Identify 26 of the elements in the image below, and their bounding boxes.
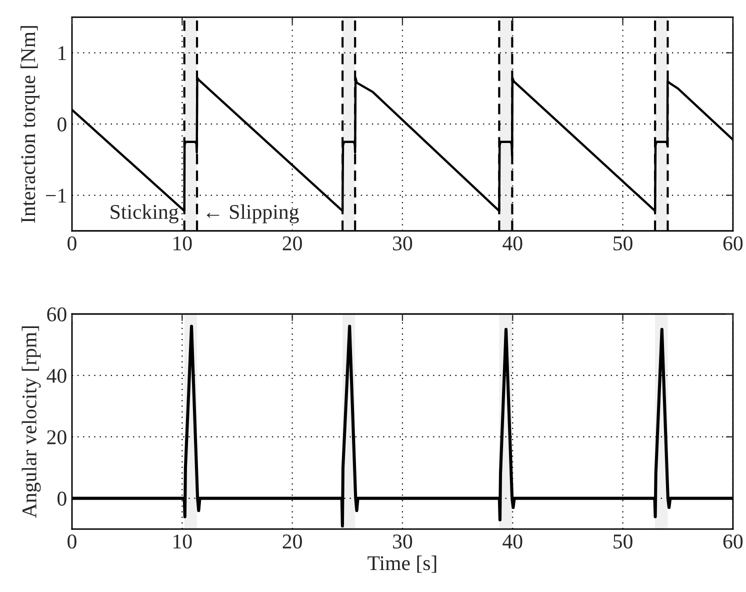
- x-tick-label: 0: [68, 236, 76, 250]
- x-tick-label: 10: [174, 236, 192, 250]
- annotation: ← Slipping: [206, 204, 299, 224]
- x-tick-label: 50: [614, 534, 632, 549]
- y-tick-label: 60: [47, 307, 66, 322]
- x-axis-title: Time [s]: [368, 556, 436, 573]
- x-tick-label: 30: [393, 534, 412, 549]
- y-axis-title: Interaction torque [Nm]: [20, 26, 40, 223]
- y-axis-title: Angular velocity [rpm]: [22, 326, 41, 518]
- x-tick-label: 60: [723, 534, 743, 549]
- y-tick-label: 40: [46, 368, 66, 383]
- x-tick-label: 10: [174, 534, 192, 549]
- x-tick-label: 40: [502, 534, 522, 549]
- y-tick-label: 0: [58, 492, 66, 506]
- y-tick-label: 20: [47, 430, 66, 444]
- x-tick-label: 30: [393, 236, 412, 250]
- x-tick-label: 20: [282, 236, 302, 250]
- x-tick-label: 20: [282, 534, 302, 549]
- y-tick-label: 0: [58, 117, 66, 132]
- y-tick-label: −1: [46, 188, 66, 202]
- x-tick-label: 0: [68, 534, 76, 549]
- x-tick-label: 40: [502, 236, 522, 250]
- x-tick-label: 60: [723, 236, 743, 250]
- annotation: Sticking: [110, 204, 178, 224]
- y-tick-label: 1: [58, 46, 66, 60]
- x-tick-label: 50: [614, 236, 632, 250]
